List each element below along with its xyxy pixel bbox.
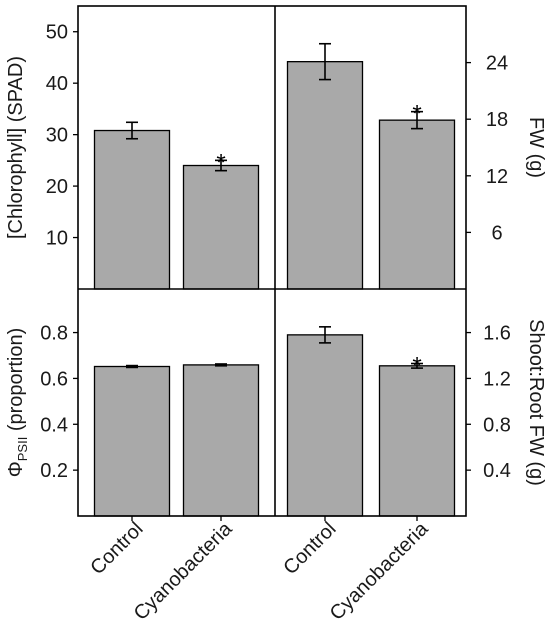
- y-tick-label: 50: [46, 22, 68, 44]
- bar-cyanobacteria: [378, 365, 456, 517]
- error-bar-control: [319, 326, 331, 344]
- y-tick-label: 40: [46, 73, 68, 95]
- bar-cyanobacteria: [182, 364, 260, 517]
- y-tick-label: 0.4: [483, 460, 511, 482]
- y-tick-label: 1.6: [483, 323, 511, 345]
- y-tick-label: 0.8: [483, 414, 511, 436]
- x-tick-label-control: Control: [279, 518, 340, 579]
- panel-bottom-right: * 0.4 0.8 1.2 1.6 Shoot:Root FW (g) ControlCya…: [279, 319, 547, 625]
- bar-cyanobacteria: [182, 164, 260, 290]
- y-tick-label: 18: [486, 109, 508, 131]
- y-tick-label: 0.4: [40, 414, 68, 436]
- y-axis-label: FW (g): [525, 117, 547, 178]
- bar-control: [93, 365, 171, 517]
- y-tick-label: 24: [486, 53, 508, 75]
- bar-control: [93, 129, 171, 290]
- error-bar-cyanobacteria: [215, 159, 227, 172]
- error-bar-cyanobacteria: [215, 363, 227, 367]
- y-tick-label: 6: [491, 222, 502, 244]
- y-tick-label: 1.2: [483, 368, 511, 390]
- y-axis-label: ΦPSII (proportion): [5, 328, 30, 477]
- x-tick-label-control: Control: [86, 518, 147, 579]
- panel-top-right: * 6 12 18 24 FW (g): [286, 42, 547, 290]
- y-tick-label: 10: [46, 228, 68, 250]
- panel-frames: [77, 5, 467, 517]
- bar-control: [286, 334, 364, 517]
- outer-frame: [77, 5, 467, 517]
- y-axis-label: Shoot:Root FW (g): [525, 319, 547, 486]
- bar-control: [286, 61, 364, 290]
- significance-star: *: [216, 149, 225, 176]
- y-tick-label: 0.2: [40, 460, 68, 482]
- y-tick-label: 20: [46, 176, 68, 198]
- y-tick-label: 0.6: [40, 368, 68, 390]
- significance-star: *: [412, 101, 421, 128]
- y-axis-label: [Chlorophyll] (SPAD): [5, 56, 27, 239]
- error-bar-cyanobacteria: [411, 362, 423, 369]
- error-bar-control: [126, 121, 138, 140]
- bar-cyanobacteria: [378, 119, 456, 290]
- x-tick-label-cyanobacteria: Cyanobacteria: [326, 517, 433, 624]
- error-bar-cyanobacteria: [411, 110, 423, 130]
- error-bar-control: [319, 42, 331, 81]
- y-tick-label: 0.8: [40, 323, 68, 345]
- panel-top-left: * 10 20 30 40 50 [Chlorophyll] (SPAD): [5, 22, 260, 290]
- y-tick-label: 12: [486, 166, 508, 188]
- significance-star: *: [412, 353, 421, 380]
- error-bar-control: [126, 364, 138, 369]
- y-tick-label: 30: [46, 125, 68, 147]
